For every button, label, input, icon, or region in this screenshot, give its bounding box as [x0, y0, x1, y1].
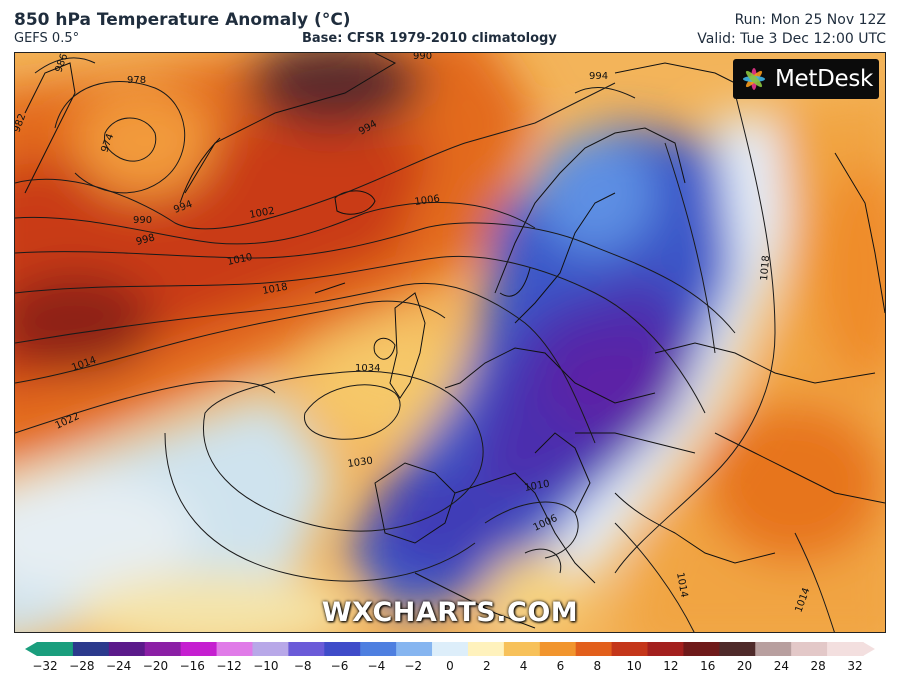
metdesk-burst-icon [743, 68, 765, 90]
colorbar-tick-label: 20 [736, 659, 753, 673]
colorbar-tick-label: −12 [216, 659, 242, 673]
colorbar-segment [37, 642, 74, 656]
colorbar-segment [252, 642, 289, 656]
colorbar-segment [827, 642, 864, 656]
run-time-label: Run: Mon 25 Nov 12Z [734, 12, 886, 28]
colorbar-tick-label: 6 [556, 659, 565, 673]
colorbar-segment [216, 642, 254, 656]
isobar-label: 1018 [759, 255, 772, 281]
colorbar-segment [432, 642, 469, 656]
colorbar-segment [288, 642, 325, 656]
colorbar-tick-label: −24 [105, 659, 132, 673]
colorbar-tick-label: 28 [810, 659, 826, 673]
chart-header: 850 hPa Temperature Anomaly (°C) GEFS 0.… [0, 0, 900, 52]
colorbar-segment [683, 642, 720, 656]
colorbar-tick-label: −8 [293, 659, 312, 673]
watermark: WXCHARTS.COM [321, 597, 579, 628]
logo-text: MetDesk [775, 66, 874, 92]
colorbar-tick-label: −10 [253, 659, 279, 673]
isobars [15, 57, 835, 632]
colorbar-tick-label: −16 [179, 659, 205, 673]
colorbar-segment [72, 642, 110, 656]
isobar-label: 1010 [524, 479, 551, 494]
anomaly-field [15, 53, 885, 632]
anomaly-map: 978 974 982 986 990 994 998 1002 1006 10… [14, 52, 886, 633]
colorbar-tick-label: 4 [519, 659, 528, 673]
color-scale-ticks: −32 −28 −24 −20 −16 −12 −10 −8 −6 −4 −2 0 2 4 6 8 10 12 16… [0, 655, 900, 677]
isobar-label: 1002 [249, 206, 276, 221]
color-scale-bar [25, 641, 875, 656]
colorbar-segment [719, 642, 756, 656]
colorbar-tick-label: 24 [773, 659, 789, 673]
colorbar-segment [611, 642, 649, 656]
climatology-base-label: Base: CFSR 1979-2010 climatology [302, 31, 557, 46]
metdesk-logo: MetDesk [733, 59, 879, 99]
colorbar-tick-label: 10 [626, 659, 642, 673]
valid-time-label: Valid: Tue 3 Dec 12:00 UTC [697, 31, 886, 47]
chart-title: 850 hPa Temperature Anomaly (°C) [14, 10, 351, 30]
map-canvas: 978 974 982 986 990 994 998 1002 1006 10… [15, 53, 885, 632]
colorbar-segment [647, 642, 685, 656]
colorbar-tick-label: −4 [367, 659, 386, 673]
isobar-label: 1034 [355, 363, 380, 374]
isobar-label: 990 [413, 53, 432, 62]
isobar-label: 1010 [226, 252, 253, 268]
colorbar-tick-label: −32 [32, 659, 58, 673]
colorbar-segment [108, 642, 146, 656]
colorbar-segment [396, 642, 433, 656]
colorbar-tick-label: 2 [482, 659, 491, 673]
isobar-label: 1018 [262, 282, 289, 297]
colorbar-segment [539, 642, 577, 656]
colorbar-segment [324, 642, 361, 656]
colorbar-tick-label: 12 [663, 659, 679, 673]
colorbar-tick-label: −28 [69, 659, 95, 673]
colorbar-segment [180, 642, 218, 656]
colorbar-tick-label: 32 [847, 659, 863, 673]
colorbar-segment [144, 642, 182, 656]
colorbar-tick-label: −6 [330, 659, 349, 673]
colorbar-segment [503, 642, 541, 656]
colorbar-tick-label: 16 [700, 659, 716, 673]
isobar-label: 990 [133, 215, 152, 226]
colorbar-segment [575, 642, 613, 656]
isobar-label: 1030 [347, 456, 374, 470]
colorbar-segment [360, 642, 397, 656]
colorbar-segment [791, 642, 828, 656]
color-scale-svg [25, 642, 875, 656]
colorbar-arrow-right [863, 642, 875, 656]
colorbar-segment [467, 642, 505, 656]
isobar-label: 994 [589, 71, 608, 82]
isobar-label: 998 [135, 232, 156, 248]
colorbar-tick-label: 8 [593, 659, 602, 673]
isobar-label: 1014 [674, 572, 689, 599]
colorbar-segment [755, 642, 792, 656]
colorbar-tick-label: 0 [446, 659, 454, 673]
model-label: GEFS 0.5° [14, 31, 80, 46]
isobar-label: 978 [127, 75, 146, 86]
colorbar-tick-label: −20 [142, 659, 169, 673]
coastlines [24, 53, 885, 629]
isobar-label: 1006 [414, 194, 441, 208]
colorbar-tick-label: −2 [404, 659, 423, 673]
colorbar-arrow-left [25, 642, 37, 656]
